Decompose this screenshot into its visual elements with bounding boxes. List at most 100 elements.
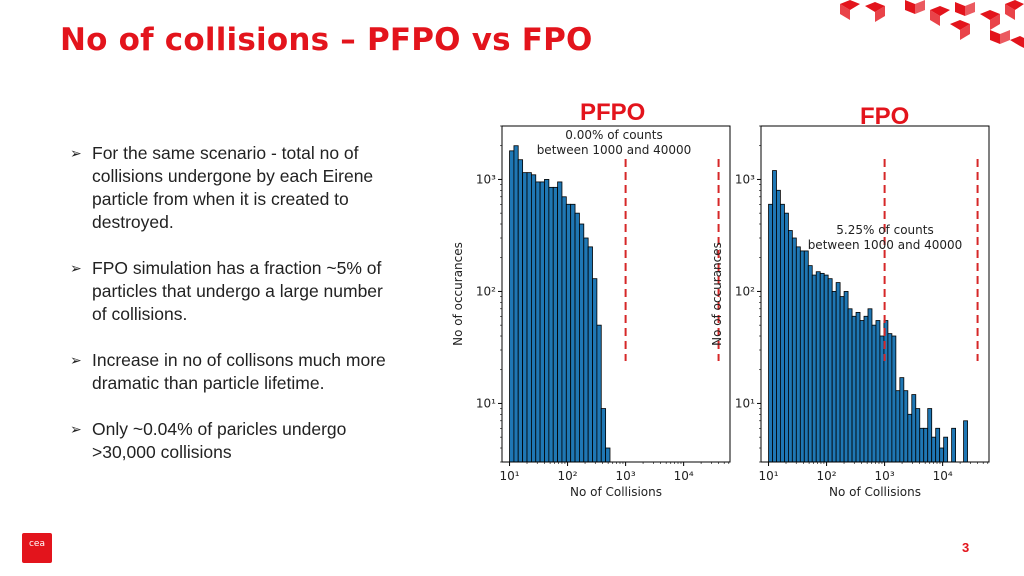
histogram-bar [517,159,524,463]
histogram-bar [513,145,519,463]
histogram-bar [919,427,925,463]
histogram-bar [791,237,797,463]
histogram-bar [561,196,567,463]
histogram-bar [600,408,607,463]
histogram-bar [859,320,865,463]
histogram-bar [875,320,881,463]
histogram-bar [871,324,877,463]
histogram-bar [574,212,580,463]
histogram-bar [772,170,777,463]
logo-text: cea [28,539,45,549]
page-number: 3 [962,540,970,555]
histogram-bar [895,390,901,463]
histogram-bar [915,408,921,463]
corner-pattern-decoration [840,0,1024,48]
y-axis-label: No of occurances [710,242,724,346]
histogram-bar [605,447,611,463]
histogram-bar [784,212,789,463]
histogram-bar [526,172,532,463]
histogram-bar [939,447,945,463]
histogram-bar [899,377,905,463]
histogram-bar [768,203,773,463]
histogram-bar [548,186,554,463]
x-tick-label: 10¹ [758,469,778,483]
histogram-bar [867,308,873,463]
histogram-bar [931,436,937,463]
histogram-bar [592,278,598,463]
histogram-bar [819,272,825,463]
y-axis-label: No of occurances [451,242,465,346]
annotation-text: between 1000 and 40000 [808,238,963,252]
histogram-bar [827,278,833,463]
histogram-bar [879,335,885,463]
x-axis-label: No of Collisions [570,485,662,499]
histogram-bar [544,179,550,463]
arrow-bullet-icon: ➢ [70,145,82,161]
annotation-text: 0.00% of counts [565,128,662,142]
histogram-bar [831,291,837,463]
histogram-bar [935,427,941,463]
x-tick-label: 10² [558,469,578,483]
x-tick-label: 10⁴ [674,469,694,483]
histogram-bar [855,311,861,463]
bullet-text: Only ~0.04% of paricles undergo >30,000 … [92,419,347,462]
histogram-bar [557,181,563,463]
arrow-bullet-icon: ➢ [70,260,82,276]
histogram-bar [887,333,893,463]
y-tick-label: 10³ [735,172,755,186]
histogram-bar [891,335,897,463]
histogram-bar [799,250,805,463]
histogram-charts: 10¹ 10² 10³ 10⁴ 10¹ 10² 10³ No of Collisions No … [451,125,990,499]
histogram-bar [811,274,817,463]
histogram-bar [583,237,589,463]
annotation-text: 5.25% of counts [836,223,933,237]
bullet-item: ➢ Increase in no of collisons much more … [70,349,400,395]
bullet-text: For the same scenario - total no of coll… [92,143,374,232]
histogram-bar [851,315,857,463]
histogram-bar [570,203,576,463]
histogram-bar [903,390,909,463]
cea-logo: cea [22,533,52,563]
y-tick-label: 10¹ [735,396,755,410]
x-tick-label: 10³ [616,469,636,483]
bullet-item: ➢ FPO simulation has a fraction ~5% of p… [70,257,400,326]
histogram-bar [565,203,572,463]
histogram-bar [803,250,809,463]
panel-label-pfpo: PFPO [580,99,646,126]
y-tick-label: 10² [735,284,755,298]
histogram-bar [509,150,515,463]
arrow-bullet-icon: ➢ [70,352,82,368]
histogram-bar [911,394,917,463]
histogram-bar [779,203,785,463]
arrow-bullet-icon: ➢ [70,421,82,437]
bullet-item: ➢ For the same scenario - total no of co… [70,142,400,234]
y-tick-label: 10² [476,284,496,298]
plot-frame [501,125,731,463]
histogram-bar [522,172,528,463]
x-tick-label: 10⁴ [933,469,953,483]
bullet-item: ➢ Only ~0.04% of paricles undergo >30,00… [70,418,400,464]
histogram-bar [943,436,949,463]
histogram-bar [835,282,841,463]
histogram-bar [539,181,545,463]
histogram-bar [788,230,793,463]
histogram-bar [927,408,933,463]
histogram-bar [776,189,781,463]
y-tick-label: 10³ [476,172,496,186]
histogram-bar [587,246,593,463]
histogram-bar [907,413,913,463]
histogram-bar [552,186,558,463]
histogram-bar [923,427,929,463]
plot-frame [760,125,990,463]
x-tick-label: 10¹ [499,469,519,483]
histogram-bar [863,315,869,463]
histogram-bar [807,265,813,463]
histogram-bar [535,181,541,463]
histogram-bar [530,174,537,463]
x-tick-label: 10³ [875,469,895,483]
histogram-bar [839,296,845,463]
x-axis-label: No of Collisions [829,485,921,499]
histogram-bar [963,420,968,463]
histogram-bar [951,427,957,463]
histogram-bar [596,324,602,463]
